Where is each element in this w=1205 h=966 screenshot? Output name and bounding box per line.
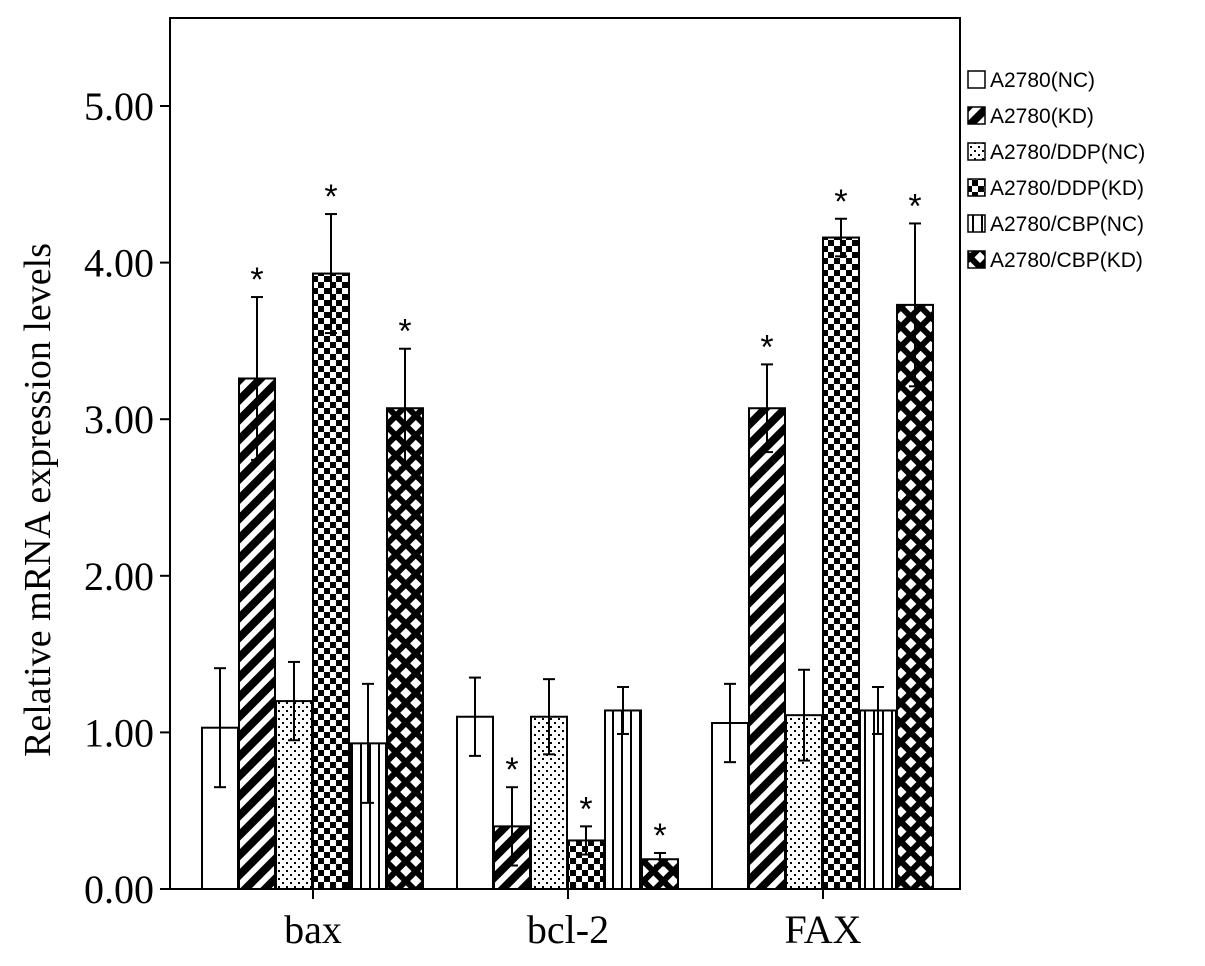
legend-swatch: [967, 106, 986, 125]
y-tick-label: 4.00: [84, 241, 154, 286]
legend-label: A2780/CBP(NC): [990, 213, 1144, 236]
significance-marker: *: [398, 313, 411, 351]
legend-label: A2780(NC): [990, 69, 1095, 92]
x-tick-label: bcl-2: [527, 907, 609, 952]
bar: [822, 236, 860, 890]
y-tick-label: 5.00: [84, 84, 154, 129]
bar: [859, 709, 897, 891]
significance-marker: *: [505, 751, 518, 789]
x-tick-label: bax: [284, 907, 342, 952]
legend-label: A2780/CBP(KD): [990, 249, 1143, 272]
legend: A2780(NC) A2780(KD) A2780/DDP(NC) A2780/DDP…: [967, 69, 1145, 272]
y-axis-label: Relative mRNA expression levels: [17, 243, 59, 757]
bar: [312, 272, 350, 890]
legend-label: A2780/DDP(KD): [990, 177, 1144, 200]
legend-swatch: [967, 142, 986, 161]
y-tick-label: 0.00: [84, 867, 154, 912]
significance-marker: *: [653, 817, 666, 855]
y-tick-label: 2.00: [84, 554, 154, 599]
bars-layer: * * * * * * * * *: [201, 178, 934, 891]
x-axis: bax bcl-2 FAX: [284, 889, 862, 952]
y-tick-label: 1.00: [84, 710, 154, 755]
legend-swatch: [967, 178, 986, 197]
significance-marker: *: [250, 261, 263, 299]
bar: [896, 303, 934, 890]
bar: [604, 709, 642, 891]
legend-swatch: [967, 214, 986, 233]
significance-marker: *: [579, 790, 592, 828]
x-tick-label: FAX: [784, 907, 861, 952]
significance-marker: *: [908, 187, 921, 225]
legend-swatch: [967, 70, 986, 89]
legend-label: A2780/DDP(NC): [990, 141, 1145, 164]
y-tick-label: 3.00: [84, 397, 154, 442]
legend-label: A2780(KD): [990, 105, 1094, 128]
bar: [748, 407, 786, 890]
legend-swatch: [967, 250, 986, 269]
significance-marker: *: [324, 178, 337, 216]
significance-marker: *: [834, 183, 847, 221]
y-axis: 0.00 1.00 2.00 3.00 4.00 5.00: [84, 84, 170, 912]
significance-marker: *: [760, 328, 773, 366]
bar: [386, 407, 424, 890]
